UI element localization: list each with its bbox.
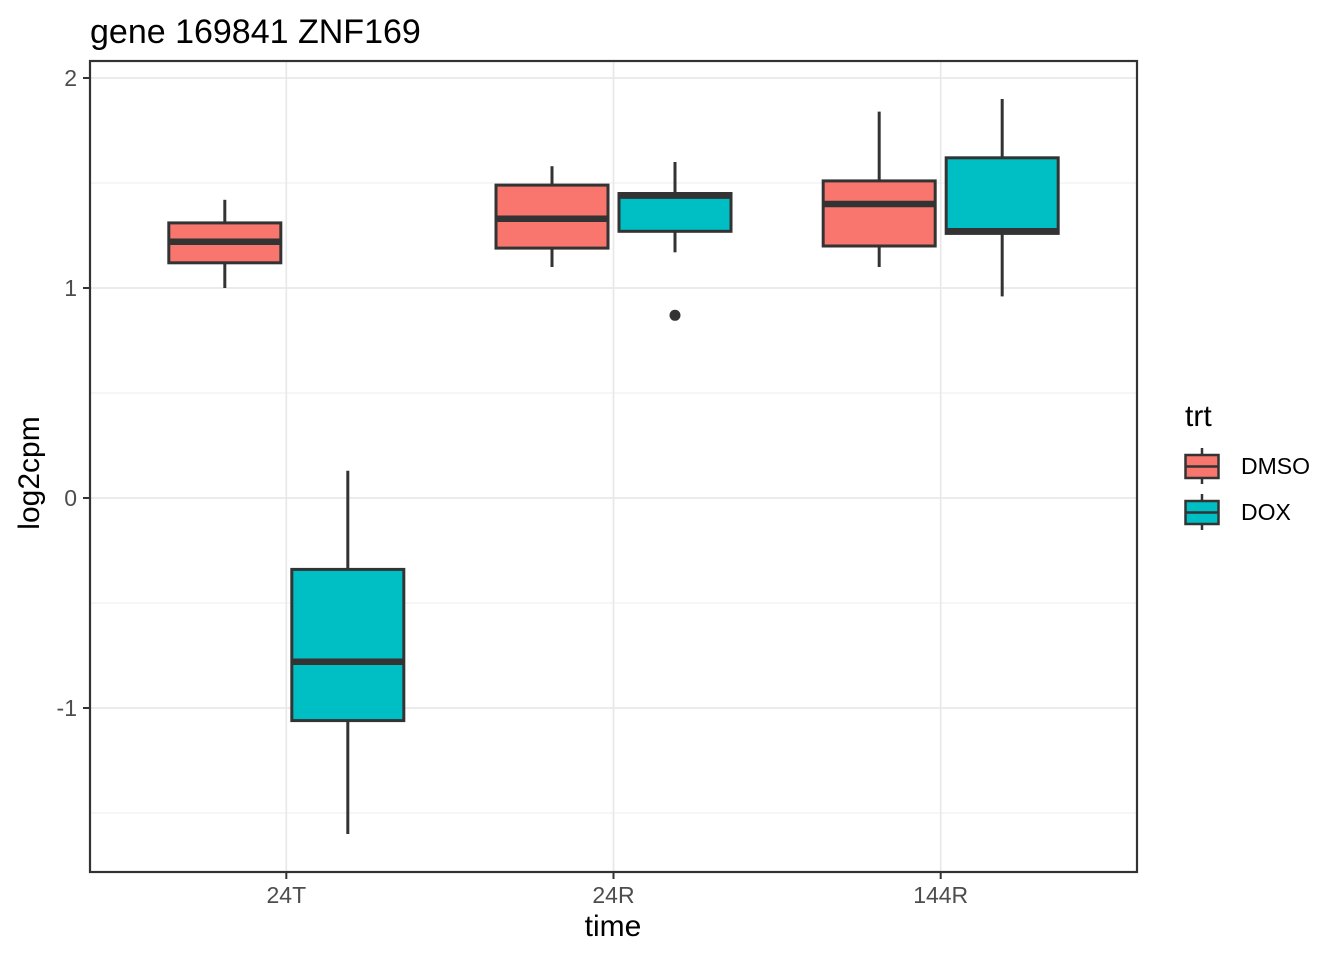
plot-title: gene 169841 ZNF169 [90, 13, 421, 51]
boxplot-24T-DMSO [167, 199, 283, 289]
boxplot-24R-DOX [617, 162, 733, 321]
x-axis-title: time [584, 910, 642, 943]
x-tick-label-24T: 24T [266, 882, 306, 908]
boxplot-144R-DMSO [821, 111, 937, 268]
x-tick-label-144R: 144R [913, 882, 968, 908]
y-tick-label-1: 1 [64, 275, 77, 301]
y-tick-label--1: -1 [57, 695, 77, 721]
boxplot-144R-DOX [944, 99, 1060, 297]
outlier-point-24R-DOX [669, 309, 681, 321]
boxplot-key-icon [1184, 494, 1220, 530]
boxplot-24T-DOX [290, 470, 406, 834]
y-axis-title: log2cpm [13, 416, 46, 530]
legend-label-dox: DOX [1241, 498, 1291, 525]
x-tick-label-24R: 24R [592, 882, 634, 908]
legend-title: trt [1185, 400, 1212, 433]
box-rect [944, 156, 1060, 235]
legend-entry-dox: DOX [1183, 490, 1310, 534]
box-rect [821, 179, 937, 248]
boxplot-key-icon [1184, 448, 1220, 484]
box-rect [290, 567, 406, 723]
legend: trt DMSO DOX [1183, 400, 1310, 536]
box-rect [617, 192, 733, 233]
legend-label-dmso: DMSO [1241, 452, 1310, 479]
y-tick-label-0: 0 [64, 485, 77, 511]
legend-entry-dmso: DMSO [1183, 444, 1310, 488]
boxplot-24R-DMSO [494, 166, 610, 268]
y-tick-label-2: 2 [64, 65, 77, 91]
